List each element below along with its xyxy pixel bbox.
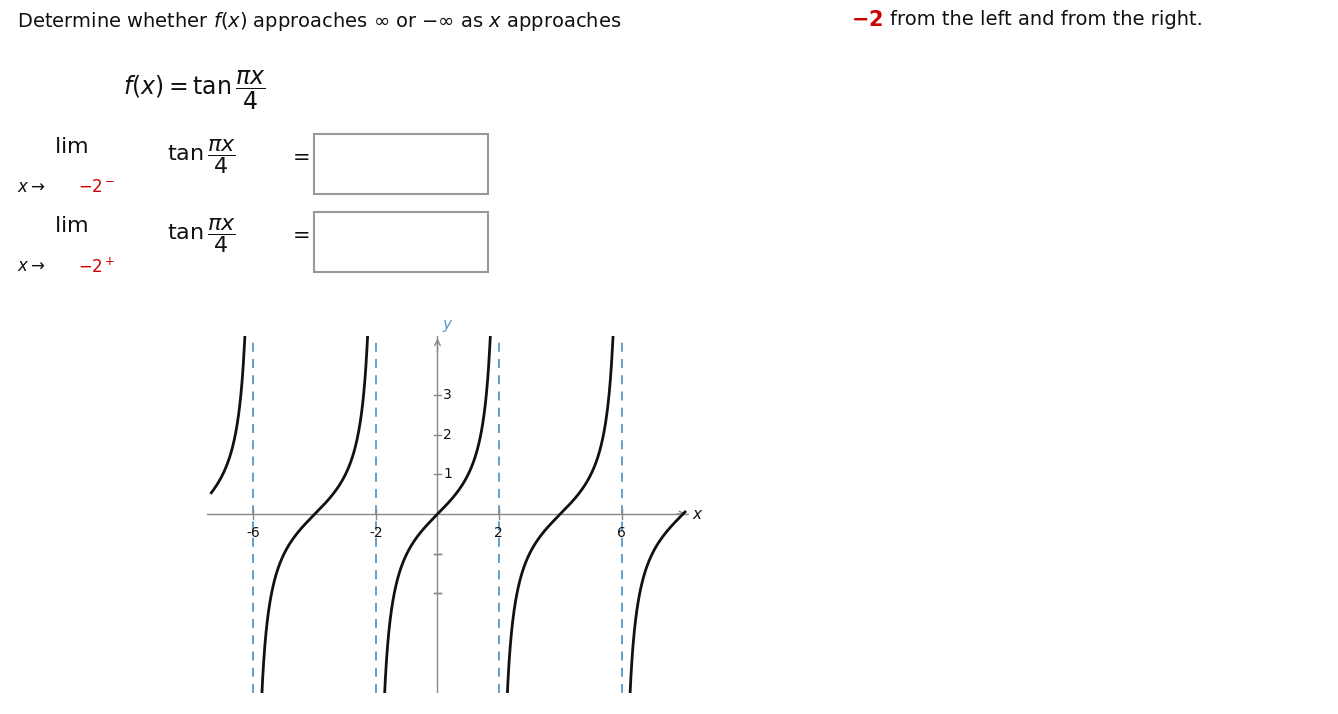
Text: 6: 6 xyxy=(617,526,626,540)
Text: $=$: $=$ xyxy=(288,224,309,244)
Text: $x$: $x$ xyxy=(692,506,704,522)
Text: $\tan\dfrac{\pi x}{4}$: $\tan\dfrac{\pi x}{4}$ xyxy=(167,137,235,176)
Text: from the left and from the right.: from the left and from the right. xyxy=(890,10,1203,29)
Text: Determine whether $f(x)$ approaches $\infty$ or $-\infty$ as $x$ approaches: Determine whether $f(x)$ approaches $\in… xyxy=(17,10,622,34)
Text: $=$: $=$ xyxy=(288,146,309,166)
Text: $-2^-$: $-2^-$ xyxy=(78,178,115,196)
Text: $x \to$: $x \to$ xyxy=(17,257,45,275)
Bar xyxy=(314,134,488,193)
Bar xyxy=(314,213,488,273)
Text: 2: 2 xyxy=(495,526,503,540)
Text: 3: 3 xyxy=(443,388,452,402)
Text: -2: -2 xyxy=(369,526,383,540)
Text: 2: 2 xyxy=(443,428,452,442)
Text: $\mathrm{lim}$: $\mathrm{lim}$ xyxy=(54,216,87,236)
Text: $y$: $y$ xyxy=(442,318,454,333)
Text: $x \to$: $x \to$ xyxy=(17,178,45,196)
Text: 1: 1 xyxy=(443,468,452,481)
Text: $\tan\dfrac{\pi x}{4}$: $\tan\dfrac{\pi x}{4}$ xyxy=(167,216,235,255)
Text: -6: -6 xyxy=(246,526,261,540)
Text: $\mathbf{-2}$: $\mathbf{-2}$ xyxy=(851,10,883,30)
Text: $\mathrm{lim}$: $\mathrm{lim}$ xyxy=(54,137,87,157)
Text: $-2^+$: $-2^+$ xyxy=(78,257,115,276)
Text: $f(x) = \tan\dfrac{\pi x}{4}$: $f(x) = \tan\dfrac{\pi x}{4}$ xyxy=(123,69,266,112)
